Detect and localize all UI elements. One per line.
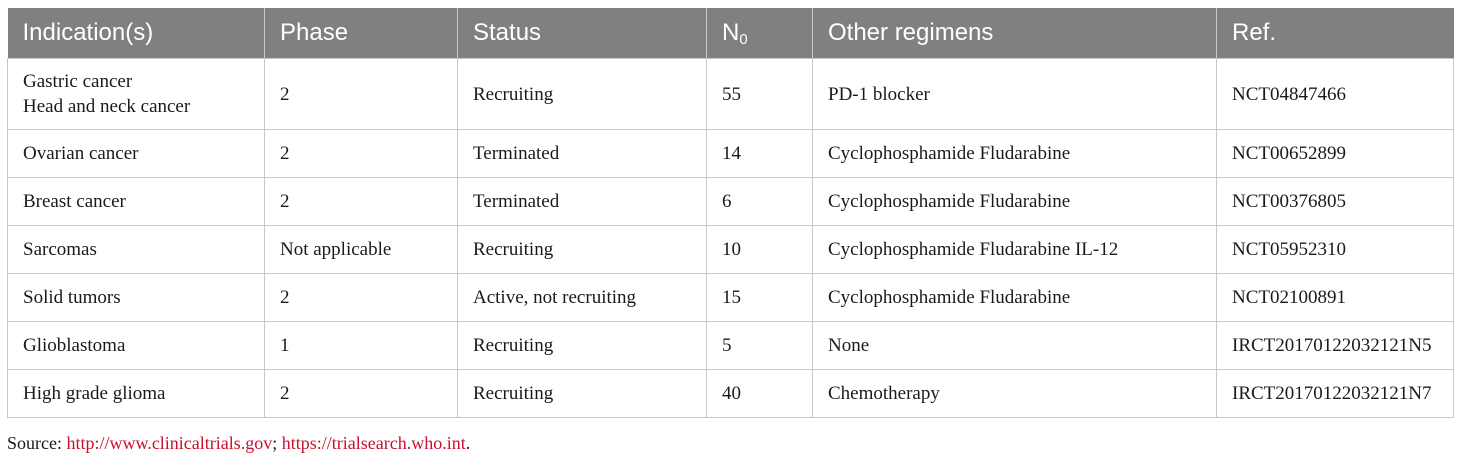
table-row: Glioblastoma 1 Recruiting 5 None IRCT201… bbox=[7, 321, 1454, 370]
cell-phase: 1 bbox=[264, 321, 458, 370]
source-separator: ; bbox=[272, 433, 282, 453]
cell-ref: NCT04847466 bbox=[1216, 58, 1454, 130]
header-ref: Ref. bbox=[1216, 8, 1454, 59]
cell-phase: 2 bbox=[264, 369, 458, 418]
header-n-subscript: 0 bbox=[739, 30, 748, 48]
cell-ref: NCT00376805 bbox=[1216, 177, 1454, 226]
header-indication: Indication(s) bbox=[7, 8, 265, 59]
cell-n: 6 bbox=[706, 177, 813, 226]
indication-line: Gastric cancer bbox=[23, 71, 133, 92]
cell-ref: IRCT20170122032121N7 bbox=[1216, 369, 1454, 418]
cell-status: Recruiting bbox=[457, 369, 707, 418]
cell-n: 40 bbox=[706, 369, 813, 418]
cell-status: Recruiting bbox=[457, 225, 707, 274]
header-n: N0 bbox=[706, 8, 813, 59]
cell-n: 5 bbox=[706, 321, 813, 370]
source-link-who-trialsearch[interactable]: https://trialsearch.who.int bbox=[281, 433, 466, 453]
table-row: High grade glioma 2 Recruiting 40 Chemot… bbox=[7, 369, 1454, 418]
table-header: Indication(s) Phase Status N0 Other regi… bbox=[7, 8, 1454, 59]
cell-n: 14 bbox=[706, 129, 813, 178]
cell-status: Terminated bbox=[457, 177, 707, 226]
cell-indication: Ovarian cancer bbox=[7, 129, 265, 178]
source-label: Source: bbox=[7, 433, 67, 453]
cell-indication: Breast cancer bbox=[7, 177, 265, 226]
cell-other-regimens: PD-1 blocker bbox=[812, 58, 1217, 130]
cell-ref: NCT02100891 bbox=[1216, 273, 1454, 322]
source-note: Source: http://www.clinicaltrials.gov; h… bbox=[7, 433, 470, 454]
cell-ref: NCT00652899 bbox=[1216, 129, 1454, 178]
cell-status: Active, not recruiting bbox=[457, 273, 707, 322]
cell-phase: Not applicable bbox=[264, 225, 458, 274]
cell-ref: IRCT20170122032121N5 bbox=[1216, 321, 1454, 370]
source-link-clinicaltrials[interactable]: http://www.clinicaltrials.gov bbox=[66, 433, 273, 453]
table-body: Gastric cancer Head and neck cancer 2 Re… bbox=[7, 58, 1454, 418]
cell-indication: Glioblastoma bbox=[7, 321, 265, 370]
cell-indication: Gastric cancer Head and neck cancer bbox=[7, 58, 265, 130]
cell-indication: Solid tumors bbox=[7, 273, 265, 322]
table-row: Breast cancer 2 Terminated 6 Cyclophosph… bbox=[7, 177, 1454, 226]
cell-status: Recruiting bbox=[457, 321, 707, 370]
cell-status: Terminated bbox=[457, 129, 707, 178]
table-row: Solid tumors 2 Active, not recruiting 15… bbox=[7, 273, 1454, 322]
header-row: Indication(s) Phase Status N0 Other regi… bbox=[7, 8, 1454, 59]
cell-other-regimens: Cyclophosphamide Fludarabine bbox=[812, 177, 1217, 226]
cell-phase: 2 bbox=[264, 273, 458, 322]
header-other-regimens: Other regimens bbox=[812, 8, 1217, 59]
trials-table-container: Indication(s) Phase Status N0 Other regi… bbox=[7, 8, 1454, 418]
cell-other-regimens: Chemotherapy bbox=[812, 369, 1217, 418]
cell-phase: 2 bbox=[264, 129, 458, 178]
header-status: Status bbox=[457, 8, 707, 59]
table-row: Ovarian cancer 2 Terminated 14 Cyclophos… bbox=[7, 129, 1454, 178]
cell-other-regimens: Cyclophosphamide Fludarabine IL-12 bbox=[812, 225, 1217, 274]
cell-indication: High grade glioma bbox=[7, 369, 265, 418]
indication-line: Head and neck cancer bbox=[23, 96, 191, 117]
cell-phase: 2 bbox=[264, 58, 458, 130]
cell-indication: Sarcomas bbox=[7, 225, 265, 274]
cell-other-regimens: Cyclophosphamide Fludarabine bbox=[812, 273, 1217, 322]
trials-table: Indication(s) Phase Status N0 Other regi… bbox=[7, 8, 1454, 418]
cell-n: 10 bbox=[706, 225, 813, 274]
cell-n: 55 bbox=[706, 58, 813, 130]
table-row: Gastric cancer Head and neck cancer 2 Re… bbox=[7, 58, 1454, 130]
cell-other-regimens: Cyclophosphamide Fludarabine bbox=[812, 129, 1217, 178]
cell-ref: NCT05952310 bbox=[1216, 225, 1454, 274]
source-end: . bbox=[465, 433, 471, 453]
header-n-main: N bbox=[722, 18, 740, 46]
table-row: Sarcomas Not applicable Recruiting 10 Cy… bbox=[7, 225, 1454, 274]
cell-status: Recruiting bbox=[457, 58, 707, 130]
cell-other-regimens: None bbox=[812, 321, 1217, 370]
cell-phase: 2 bbox=[264, 177, 458, 226]
header-phase: Phase bbox=[264, 8, 458, 59]
cell-n: 15 bbox=[706, 273, 813, 322]
